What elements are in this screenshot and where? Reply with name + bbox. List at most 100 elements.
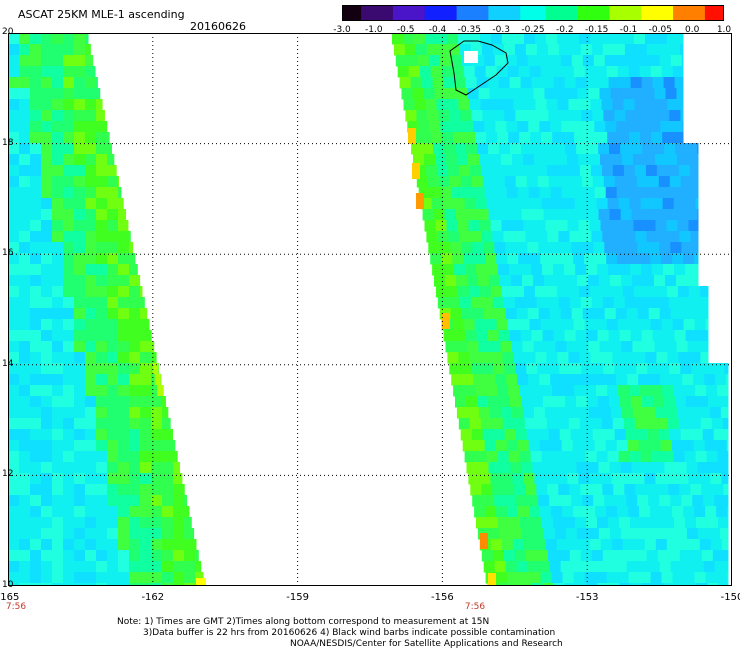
swath-right-cell [646, 297, 659, 309]
swath-left-cell [118, 352, 130, 364]
swath-right-cell [691, 429, 704, 441]
swath-right-cell [646, 231, 658, 243]
swath-right-cell [498, 517, 510, 529]
swath-left-cell [63, 176, 75, 188]
swath-left-cell [96, 385, 108, 397]
colorbar-segment [641, 5, 649, 21]
colorbar-segment [698, 5, 706, 21]
swath-left-cell [118, 253, 130, 265]
swath-left-cell [140, 451, 152, 463]
swath-right-cell [497, 385, 509, 397]
swath-left-cell [74, 286, 86, 298]
swath-right-cell [504, 429, 517, 441]
swath-left-cell [8, 385, 20, 397]
swath-right-cell [533, 88, 545, 100]
swath-right-cell [680, 429, 693, 441]
swath-right-cell [482, 110, 494, 122]
swath-left-cell [118, 198, 124, 210]
swath-left-cell [107, 374, 119, 386]
swath-right-cell [626, 242, 638, 254]
swath-right-cell [462, 440, 475, 452]
swath-left-cell [85, 308, 97, 320]
swath-right-cell [652, 517, 664, 529]
swath-right-cell [517, 440, 530, 452]
swath-left-cell [96, 418, 108, 430]
swath-right-cell [599, 275, 611, 287]
swath-right-cell [503, 484, 515, 496]
swath-right-cell [554, 528, 567, 540]
swath-right-cell [420, 198, 433, 210]
swath-right-cell [451, 121, 463, 133]
swath-left-cell [151, 484, 163, 496]
swath-left-cell [19, 528, 31, 540]
swath-left-cell [8, 407, 20, 419]
swath-right-cell [662, 385, 674, 397]
swath-right-cell [508, 198, 521, 210]
swath-right-cell [452, 253, 464, 265]
colorbar-frame [342, 5, 724, 21]
swath-right-cell [550, 121, 562, 133]
swath-left-cell [52, 352, 64, 364]
swath-right-cell [717, 451, 729, 463]
swath-right-cell [541, 132, 553, 144]
swath-right-cell [656, 33, 668, 45]
swath-left-cell [30, 495, 42, 507]
swath-left-cell [118, 319, 130, 331]
swath-right-cell [550, 374, 562, 386]
swath-right-cell [608, 583, 620, 586]
swath-right-cell [701, 550, 714, 562]
swath-right-cell [456, 407, 469, 419]
swath-left-cell [8, 396, 20, 408]
swath-right-cell [604, 561, 617, 573]
swath-right-cell [586, 583, 598, 586]
swath-right-cell [567, 539, 580, 551]
swath-left-cell [30, 220, 42, 232]
swath-right-cell [553, 264, 565, 276]
swath-left-cell [74, 176, 86, 188]
swath-left-cell [96, 440, 108, 452]
swath-right-cell [562, 253, 574, 265]
swath-right-cell [585, 451, 598, 463]
swath-left-cell [118, 528, 130, 540]
swath-right-cell [531, 330, 544, 342]
swath-left-cell [140, 572, 152, 584]
swath-left-cell [63, 88, 75, 100]
colorbar-segment [539, 5, 547, 21]
swath-right-cell [538, 495, 550, 507]
swath-right-cell [560, 495, 572, 507]
swath-right-cell [536, 297, 549, 309]
swath-right-cell [457, 220, 469, 232]
swath-right-cell [663, 583, 675, 586]
swath-right-cell [534, 473, 546, 485]
swath-right-cell [459, 44, 472, 56]
swath-left-cell [85, 363, 97, 375]
swath-right-cell [473, 374, 485, 386]
swath-left-cell [52, 550, 64, 562]
swath-right-cell [554, 143, 566, 155]
colorbar-segment [704, 5, 712, 21]
swath-right-cell [613, 44, 626, 56]
swath-right-cell [672, 572, 685, 584]
swath-right-cell [598, 209, 611, 221]
swath-right-cell [654, 275, 666, 287]
swath-right-cell [705, 319, 709, 331]
swath-right-cell [685, 583, 697, 586]
swath-right-cell [719, 396, 729, 408]
swath-right-cell [635, 484, 647, 496]
swath-left-cell [85, 121, 97, 133]
swath-right-cell [414, 99, 426, 111]
swath-left-cell [41, 539, 53, 551]
swath-right-cell [532, 396, 544, 408]
swath-right-cell [707, 330, 709, 342]
swath-left-cell [41, 242, 53, 254]
swath-left-cell [8, 176, 20, 188]
swath-right-cell [566, 341, 578, 353]
swath-right-cell [556, 539, 569, 551]
swath-left-cell [96, 154, 108, 166]
swath-left-cell [129, 495, 141, 507]
swath-left-cell [184, 506, 190, 518]
swath-left-cell [19, 55, 31, 67]
swath-right-cell [654, 407, 667, 419]
swath-right-cell [577, 275, 589, 287]
swath-right-cell [620, 528, 633, 540]
